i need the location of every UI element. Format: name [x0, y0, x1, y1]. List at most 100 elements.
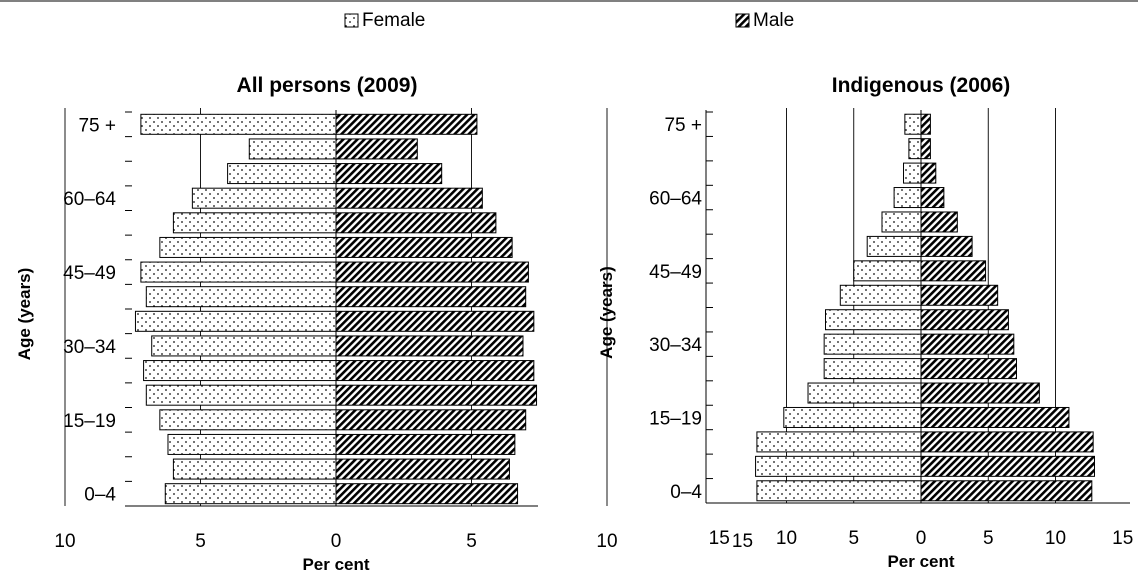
bar-male-60–64 — [920, 187, 945, 209]
x-tick-label: 15 — [709, 528, 730, 549]
bar-male-15–19 — [335, 409, 527, 431]
bar-female-65–69 — [903, 162, 922, 184]
bar-male-35–39 — [920, 309, 1009, 331]
x-tick-label: 10 — [596, 531, 617, 552]
bar-female-5–9 — [755, 455, 922, 477]
bar-male-15–19 — [920, 406, 1070, 428]
bar-female-45–49 — [140, 261, 337, 283]
x-tick-label: 10 — [54, 531, 75, 552]
x-tick-label: 0 — [916, 528, 927, 549]
x-tick-label: 5 — [466, 531, 477, 552]
bar-male-0–4 — [920, 480, 1093, 502]
y-tick-label: 75 + — [78, 115, 116, 136]
bar-male-5–9 — [920, 455, 1096, 477]
bar-female-60–64 — [893, 187, 922, 209]
bar-male-45–49 — [335, 261, 529, 283]
bar-male-35–39 — [335, 310, 535, 332]
bar-male-75 + — [920, 113, 931, 135]
bar-female-60–64 — [191, 187, 337, 209]
bar-male-50–54 — [920, 235, 973, 257]
bar-male-30–34 — [920, 333, 1015, 355]
y-axis-title: Age (years) — [597, 266, 616, 359]
y-tick-label: 45–49 — [649, 262, 702, 283]
bar-male-55–59 — [335, 212, 497, 234]
bar-female-10–14 — [167, 433, 337, 455]
legend-item-male: Male — [735, 10, 794, 31]
bar-male-40–44 — [920, 284, 999, 306]
bar-male-20–24 — [920, 382, 1040, 404]
bar-female-50–54 — [159, 236, 337, 258]
legend-swatch — [735, 13, 750, 28]
legend-item-female: Female — [344, 10, 425, 31]
y-axis-title: Age (years) — [15, 268, 34, 361]
bar-female-70–74 — [248, 138, 337, 160]
y-tick-label: 15–19 — [63, 411, 116, 432]
x-tick-label: 10 — [776, 528, 797, 549]
x-tick-label: 15 — [1112, 528, 1133, 549]
panel-2: Indigenous (2006) 0–4 15–19 30–34 45–49 60–64… — [597, 74, 1133, 571]
y-tick-label: 0–4 — [84, 485, 116, 506]
bar-female-10–14 — [756, 431, 922, 453]
legend-label: Female — [362, 10, 425, 31]
y-tick-label: 60–64 — [649, 189, 702, 210]
bar-male-45–49 — [920, 260, 987, 282]
bar-female-25–29 — [823, 358, 922, 380]
panel-1: All persons (2009) 0–4 15–19 30–34 45–49 60–6… — [15, 74, 753, 574]
bar-male-65–69 — [920, 162, 937, 184]
bar-female-0–4 — [164, 483, 337, 505]
y-tick-label: 60–64 — [63, 189, 116, 210]
x-tick-label: 0 — [331, 531, 342, 552]
bar-female-40–44 — [145, 286, 337, 308]
chart-title: Indigenous (2006) — [832, 74, 1011, 97]
bar-female-45–49 — [853, 260, 922, 282]
bar-female-55–59 — [881, 211, 922, 233]
bar-male-25–29 — [335, 360, 535, 382]
x-tick-label: 5 — [983, 528, 994, 549]
x-tick-label: 5 — [195, 531, 206, 552]
bar-female-5–9 — [172, 458, 337, 480]
chart-title: All persons (2009) — [237, 74, 418, 97]
y-tick-label: 75 + — [664, 115, 702, 136]
y-tick-label: 30–34 — [63, 337, 116, 358]
y-tick-label: 15–19 — [649, 408, 702, 429]
x-tick-label: 5 — [848, 528, 859, 549]
y-tick-label: 30–34 — [649, 335, 702, 356]
bar-female-65–69 — [227, 163, 337, 185]
bar-male-10–14 — [920, 431, 1094, 453]
x-tick-label: 15 — [732, 531, 753, 552]
bar-female-20–24 — [807, 382, 922, 404]
bar-female-55–59 — [172, 212, 337, 234]
x-axis-title: Per cent — [302, 555, 369, 574]
bar-female-25–29 — [143, 360, 337, 382]
bar-female-35–39 — [825, 309, 922, 331]
y-tick-label: 45–49 — [63, 263, 116, 284]
bar-male-0–4 — [335, 483, 519, 505]
bar-female-15–19 — [159, 409, 337, 431]
bar-female-30–34 — [151, 335, 337, 357]
bar-female-40–44 — [839, 284, 922, 306]
bar-female-75 + — [904, 113, 922, 135]
legend-label: Male — [753, 10, 794, 31]
bar-female-70–74 — [908, 138, 922, 160]
bar-male-20–24 — [335, 384, 538, 406]
bar-female-35–39 — [134, 310, 337, 332]
x-axis-title: Per cent — [887, 552, 954, 571]
bar-female-20–24 — [145, 384, 337, 406]
bar-male-10–14 — [335, 433, 516, 455]
y-tick-label: 0–4 — [670, 482, 702, 503]
bar-male-25–29 — [920, 358, 1017, 380]
bar-female-75 + — [140, 113, 337, 135]
bar-male-50–54 — [335, 236, 513, 258]
bar-female-15–19 — [783, 406, 922, 428]
bar-male-75 + — [335, 113, 478, 135]
legend-swatch — [344, 13, 359, 28]
bar-female-0–4 — [756, 480, 922, 502]
bar-female-50–54 — [866, 235, 922, 257]
x-tick-label: 10 — [1045, 528, 1066, 549]
bar-female-30–34 — [823, 333, 922, 355]
bar-male-40–44 — [335, 286, 527, 308]
bar-male-60–64 — [335, 187, 483, 209]
bar-male-70–74 — [335, 138, 418, 160]
